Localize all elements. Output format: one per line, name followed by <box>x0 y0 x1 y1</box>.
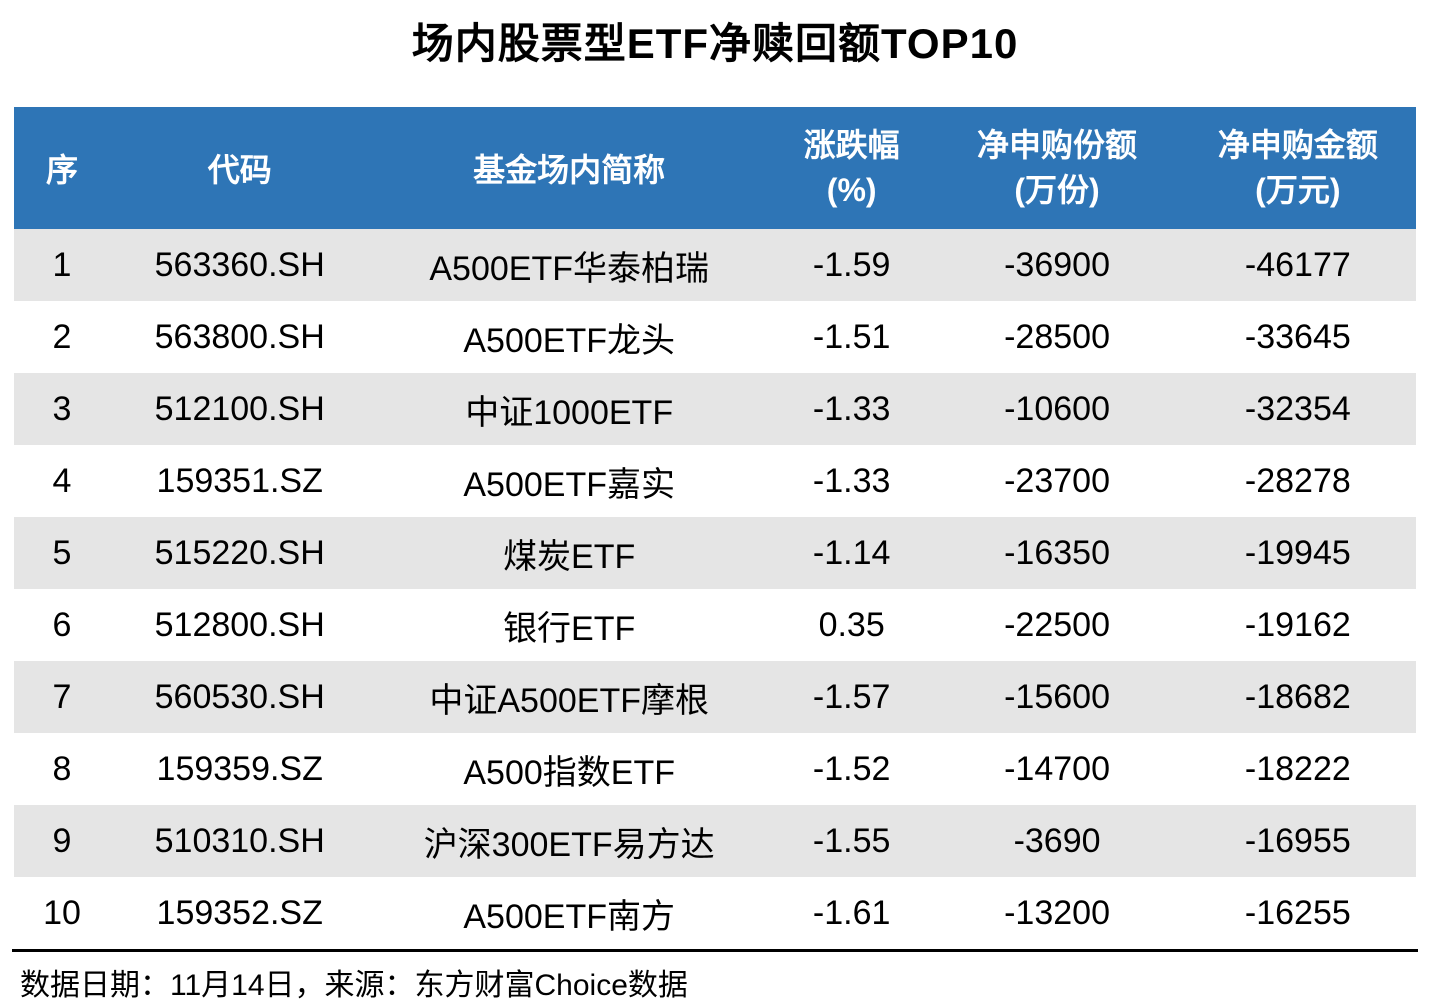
header-net-shares-unit: (万份) <box>1014 172 1100 208</box>
cell-net-amount: -18682 <box>1244 677 1351 716</box>
data-source-note: 数据日期：11月14日，来源：东方财富Choice数据 <box>20 969 688 1000</box>
cell-net-shares: -22500 <box>1004 605 1110 644</box>
cell-net-amount: -46177 <box>1244 245 1351 284</box>
cell-net-amount: -18222 <box>1244 749 1351 788</box>
cell-net-shares: -28500 <box>1004 317 1110 356</box>
table-row: 1 563360.SH A500ETF华泰柏瑞 -1.59 -36900 -46… <box>14 229 1416 301</box>
cell-net-shares: -16350 <box>1004 533 1110 572</box>
cell-code: 512800.SH <box>154 605 325 644</box>
header-net-amount-unit: (万元) <box>1255 172 1341 208</box>
cell-code: 159359.SZ <box>156 749 323 788</box>
cell-change: -1.57 <box>812 677 891 716</box>
cell-change: -1.33 <box>812 389 891 428</box>
cell-change: -1.51 <box>812 317 891 356</box>
cell-net-shares: -14700 <box>1004 749 1110 788</box>
cell-change: -1.14 <box>812 533 891 572</box>
cell-seq: 1 <box>52 245 72 284</box>
header-fund-name: 基金场内简称 <box>473 152 666 188</box>
cell-net-amount: -33645 <box>1244 317 1351 356</box>
cell-seq: 6 <box>52 605 72 644</box>
table-row: 2 563800.SH A500ETF龙头 -1.51 -28500 -3364… <box>14 301 1416 373</box>
cell-fund-name: 银行ETF <box>503 609 636 648</box>
cell-code: 510310.SH <box>154 821 325 860</box>
table-row: 4 159351.SZ A500ETF嘉实 -1.33 -23700 -2827… <box>14 445 1416 517</box>
cell-code: 563800.SH <box>154 317 325 356</box>
cell-fund-name: A500ETF嘉实 <box>463 465 675 504</box>
cell-net-amount: -19162 <box>1244 605 1351 644</box>
cell-fund-name: A500ETF南方 <box>463 897 675 936</box>
cell-net-amount: -16955 <box>1244 821 1351 860</box>
header-code: 代码 <box>207 152 272 188</box>
header-net-amount-label: 净申购金额 <box>1217 127 1378 163</box>
table-row: 6 512800.SH 银行ETF 0.35 -22500 -19162 <box>14 589 1416 661</box>
header-net-shares-label: 净申购份额 <box>977 127 1138 163</box>
header-change: 涨跌幅 (%) <box>769 123 934 213</box>
cell-net-shares: -36900 <box>1004 245 1110 284</box>
cell-code: 159352.SZ <box>156 893 323 932</box>
cell-fund-name: 中证1000ETF <box>465 393 674 432</box>
cell-net-shares: -15600 <box>1004 677 1110 716</box>
cell-net-amount: -16255 <box>1244 893 1351 932</box>
cell-code: 159351.SZ <box>156 461 323 500</box>
cell-seq: 5 <box>52 533 72 572</box>
header-change-label: 涨跌幅 <box>803 127 900 163</box>
cell-change: -1.59 <box>812 245 891 284</box>
cell-seq: 4 <box>52 461 72 500</box>
cell-fund-name: 沪深300ETF易方达 <box>423 825 715 864</box>
cell-net-shares: -23700 <box>1004 461 1110 500</box>
cell-net-amount: -28278 <box>1244 461 1351 500</box>
cell-code: 512100.SH <box>154 389 325 428</box>
cell-code: 515220.SH <box>154 533 325 572</box>
header-seq: 序 <box>46 152 79 188</box>
cell-fund-name: 中证A500ETF摩根 <box>429 681 709 720</box>
cell-code: 560530.SH <box>154 677 325 716</box>
cell-fund-name: A500ETF华泰柏瑞 <box>429 249 709 288</box>
table-row: 10 159352.SZ A500ETF南方 -1.61 -13200 -162… <box>14 877 1416 949</box>
table-row: 8 159359.SZ A500指数ETF -1.52 -14700 -1822… <box>14 733 1416 805</box>
table-row: 7 560530.SH 中证A500ETF摩根 -1.57 -15600 -18… <box>14 661 1416 733</box>
cell-change: -1.55 <box>812 821 891 860</box>
table-row: 5 515220.SH 煤炭ETF -1.14 -16350 -19945 <box>14 517 1416 589</box>
cell-seq: 2 <box>52 317 72 356</box>
cell-net-amount: -32354 <box>1244 389 1351 428</box>
etf-redemption-table: 序 代码 基金场内简称 涨跌幅 (%) 净申购份额 (万份) 净申购金额 (万元… <box>14 107 1416 949</box>
cell-net-shares: -3690 <box>1013 821 1101 860</box>
cell-seq: 10 <box>43 893 81 932</box>
cell-seq: 7 <box>52 677 72 716</box>
table-row: 3 512100.SH 中证1000ETF -1.33 -10600 -3235… <box>14 373 1416 445</box>
header-net-shares: 净申购份额 (万份) <box>934 123 1179 213</box>
cell-seq: 8 <box>52 749 72 788</box>
cell-code: 563360.SH <box>154 245 325 284</box>
header-net-amount: 净申购金额 (万元) <box>1180 123 1416 213</box>
cell-change: -1.61 <box>812 893 891 932</box>
cell-seq: 3 <box>52 389 72 428</box>
cell-change: -1.52 <box>812 749 891 788</box>
cell-fund-name: A500指数ETF <box>463 753 675 792</box>
cell-net-amount: -19945 <box>1244 533 1351 572</box>
cell-fund-name: A500ETF龙头 <box>463 321 675 360</box>
table-row: 9 510310.SH 沪深300ETF易方达 -1.55 -3690 -169… <box>14 805 1416 877</box>
cell-net-shares: -13200 <box>1004 893 1110 932</box>
page-title: 场内股票型ETF净赎回额TOP10 <box>411 20 1019 67</box>
cell-change: 0.35 <box>818 605 885 644</box>
cell-change: -1.33 <box>812 461 891 500</box>
cell-fund-name: 煤炭ETF <box>503 537 636 576</box>
table-header-row: 序 代码 基金场内简称 涨跌幅 (%) 净申购份额 (万份) 净申购金额 (万元… <box>14 107 1416 229</box>
cell-net-shares: -10600 <box>1004 389 1110 428</box>
cell-seq: 9 <box>52 821 72 860</box>
header-change-unit: (%) <box>826 172 877 208</box>
footer-divider <box>12 949 1418 952</box>
